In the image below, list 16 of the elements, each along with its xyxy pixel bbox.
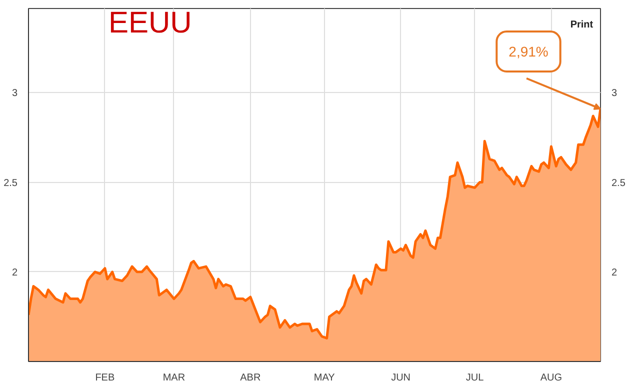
y-tick-label: 3 (12, 88, 18, 100)
annotation: Print (570, 19, 594, 30)
x-tick-label: ABR (240, 372, 261, 384)
y2-tick-label: 2.5 (612, 178, 626, 189)
y-tick-label: 2.5 (4, 178, 18, 189)
x-tick-label: JUL (466, 372, 484, 384)
chart-title: EEUU (108, 6, 192, 40)
annotation: 2,91% (508, 44, 548, 60)
x-tick-label: AUG (540, 372, 562, 384)
y2-tick-label: 2 (612, 267, 618, 278)
x-tick-label: JUN (391, 372, 411, 384)
x-tick-label: MAY (314, 372, 336, 384)
y2-tick-label: 3 (612, 88, 618, 100)
x-tick-label: MAR (162, 372, 186, 384)
x-tick-label: FEB (95, 372, 115, 384)
y-tick-label: 2 (12, 267, 18, 278)
